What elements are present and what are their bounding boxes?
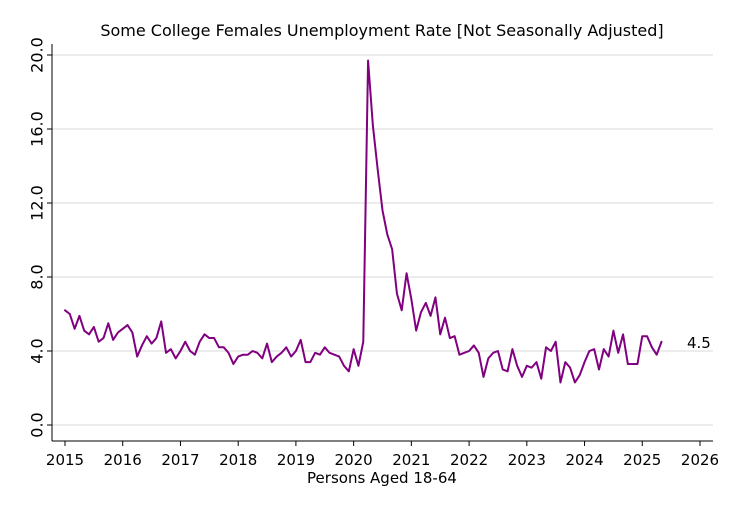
y-tick-label: 12.0 bbox=[28, 185, 47, 221]
y-tick-label: 8.0 bbox=[28, 264, 47, 289]
x-tick-label: 2020 bbox=[335, 451, 373, 469]
unemployment-rate-line bbox=[64, 59, 663, 384]
x-tick-label: 2021 bbox=[392, 451, 430, 469]
y-tick-label: 16.0 bbox=[28, 111, 47, 147]
grid-layer bbox=[52, 54, 713, 426]
x-tick-label: 2019 bbox=[277, 451, 315, 469]
x-tick-label: 2023 bbox=[508, 451, 546, 469]
x-axis-title: Persons Aged 18-64 bbox=[307, 469, 457, 487]
x-tick-label: 2016 bbox=[104, 451, 142, 469]
x-tick-label: 2025 bbox=[623, 451, 661, 469]
x-tick-label: 2024 bbox=[565, 451, 603, 469]
x-tick-label: 2026 bbox=[681, 451, 719, 469]
x-tick-label: 2018 bbox=[219, 451, 257, 469]
y-tick-label: 0.0 bbox=[28, 412, 47, 437]
axes-layer: 0.0 4.0 8.0 12.0 16.0 20.0 2015 2016 2017 2018 201… bbox=[28, 37, 720, 469]
x-tick-label: 2022 bbox=[450, 451, 488, 469]
y-tick-label: 20.0 bbox=[28, 37, 47, 73]
x-tick-label: 2015 bbox=[46, 451, 84, 469]
series-layer bbox=[64, 59, 663, 384]
last-value-label: 4.5 bbox=[687, 334, 711, 352]
y-tick-label: 4.0 bbox=[28, 338, 47, 363]
chart-title: Some College Females Unemployment Rate [… bbox=[100, 21, 663, 40]
x-tick-label: 2017 bbox=[161, 451, 199, 469]
